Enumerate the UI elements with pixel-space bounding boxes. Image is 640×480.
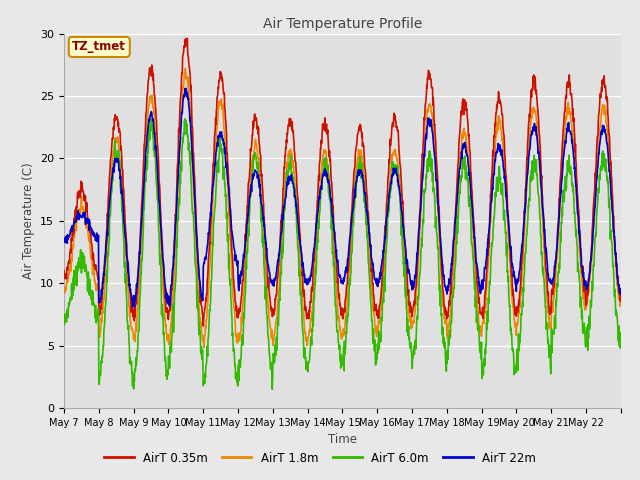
Title: Air Temperature Profile: Air Temperature Profile [262,17,422,31]
Legend: AirT 0.35m, AirT 1.8m, AirT 6.0m, AirT 22m: AirT 0.35m, AirT 1.8m, AirT 6.0m, AirT 2… [99,447,541,469]
X-axis label: Time: Time [328,433,357,446]
Y-axis label: Air Temperature (C): Air Temperature (C) [22,163,35,279]
Text: TZ_tmet: TZ_tmet [72,40,126,53]
